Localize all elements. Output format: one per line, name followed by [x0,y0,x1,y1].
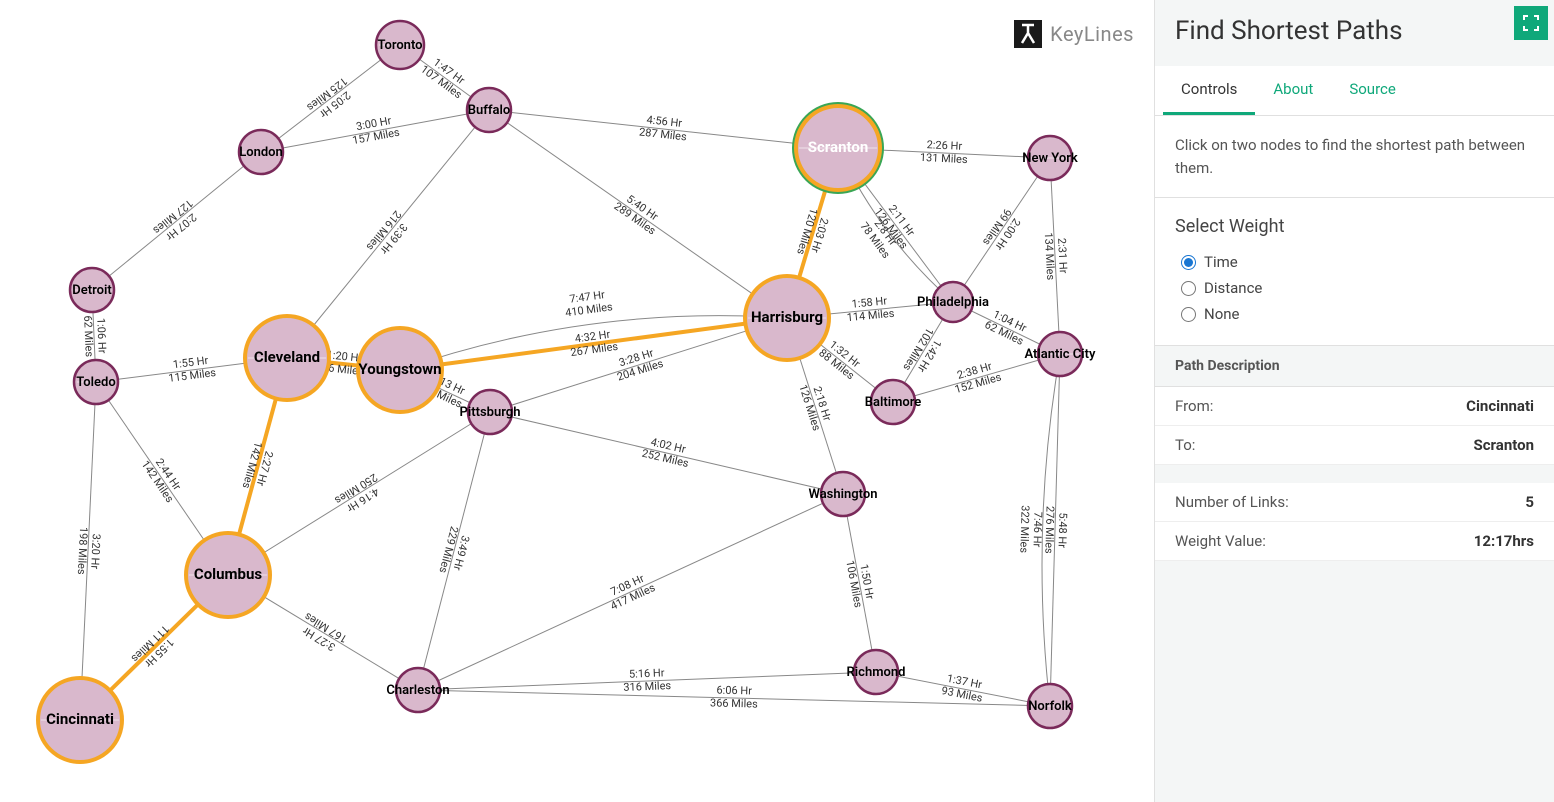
weight-option-distance[interactable]: Distance [1175,275,1534,301]
pd-key: Weight Value: [1175,532,1266,550]
node-london[interactable]: London [239,130,283,174]
weight-option-none[interactable]: None [1175,301,1534,327]
node-label: Harrisburg [751,308,823,326]
path-desc-row: Weight Value: 12:17hrs [1155,522,1554,561]
fullscreen-button[interactable] [1514,6,1548,40]
node-label: Buffalo [468,103,510,118]
node-label: Cleveland [254,348,320,366]
pd-key: To: [1175,436,1195,454]
path-desc-row: From: Cincinnati [1155,387,1554,426]
node-label: London [239,145,283,160]
node-label: Scranton [808,138,869,156]
edge-dist-label: 322 Miles [1017,505,1031,553]
brand-text: KeyLines [1050,22,1134,46]
tabs: ControlsAboutSource [1155,66,1554,116]
weight-radio-time[interactable] [1181,255,1196,270]
node-label: New York [1022,151,1078,166]
node-label: Baltimore [865,395,922,410]
instructions-text: Click on two nodes to find the shortest … [1175,134,1534,179]
pd-value: Scranton [1474,436,1535,454]
graph-canvas-area[interactable]: 1:47 Hr107 Miles2:05 Hr125 Miles3:00 Hr1… [0,0,1154,802]
node-label: Atlantic City [1024,347,1096,362]
node-washington[interactable]: Washington [809,472,878,516]
node-buffalo[interactable]: Buffalo [467,88,511,132]
weight-label-none: None [1204,305,1240,323]
node-label: Richmond [847,665,906,680]
node-youngstown[interactable]: Youngstown [358,328,442,412]
node-label: Detroit [72,283,112,298]
weight-label-distance: Distance [1204,279,1262,297]
pd-value: 5 [1525,493,1534,511]
pd-value: 12:17hrs [1474,532,1534,550]
edge-time-label: 6:06 Hr [716,684,752,698]
tab-about[interactable]: About [1255,66,1331,115]
node-label: Norfolk [1028,699,1072,714]
weight-panel: Select Weight Time Distance None [1155,198,1554,346]
node-toledo[interactable]: Toledo [74,360,118,404]
weight-radio-distance[interactable] [1181,281,1196,296]
node-label: Pittsburgh [460,405,521,420]
edge-time-label: 7:46 Hr [1030,512,1044,548]
edge-time-label: 5:48 Hr [1055,512,1069,548]
node-cleveland[interactable]: Cleveland [245,316,329,400]
node-label: Columbus [194,565,262,583]
edge-dist-label: 62 Miles [81,315,96,357]
node-pittsburgh[interactable]: Pittsburgh [460,390,521,434]
node-label: Toronto [377,38,422,53]
node-detroit[interactable]: Detroit [70,268,114,312]
sidebar-panel: Find Shortest Paths ControlsAboutSource … [1154,0,1554,802]
tab-source[interactable]: Source [1331,66,1413,115]
sidebar-title: Find Shortest Paths [1155,8,1554,66]
node-charleston[interactable]: Charleston [386,668,449,712]
weight-radio-none[interactable] [1181,307,1196,322]
brand-badge: KeyLines [1014,20,1134,48]
path-desc-row: Number of Links: 5 [1155,483,1554,522]
path-desc-table: From: Cincinnati To: Scranton Number of Link… [1155,387,1554,561]
weight-option-time[interactable]: Time [1175,249,1534,275]
keylines-logo-icon [1014,20,1042,48]
node-label: Cincinnati [46,710,114,728]
node-harrisburg[interactable]: Harrisburg [745,276,829,360]
node-philadelphia[interactable]: Philadelphia [917,282,989,322]
node-label: Washington [809,487,878,502]
weight-title: Select Weight [1175,216,1534,237]
node-label: Charleston [386,683,449,698]
edge-dist-label: 316 Miles [623,679,672,694]
node-scranton[interactable]: Scranton [792,102,884,194]
node-label: Philadelphia [917,295,989,310]
node-columbus[interactable]: Columbus [186,533,270,617]
node-toronto[interactable]: Toronto [376,21,424,69]
network-graph[interactable]: 1:47 Hr107 Miles2:05 Hr125 Miles3:00 Hr1… [0,0,1154,802]
pd-key: Number of Links: [1175,493,1289,511]
node-atlanticcity[interactable]: Atlantic City [1024,332,1096,376]
node-norfolk[interactable]: Norfolk [1028,684,1072,728]
edge-dist-label: 198 Miles [75,527,90,576]
path-desc-row: To: Scranton [1155,426,1554,465]
edge-dist-label: 131 Miles [920,151,969,166]
node-newyork[interactable]: New York [1022,136,1078,180]
pd-key: From: [1175,397,1213,415]
weight-label-time: Time [1204,253,1238,271]
instructions-panel: Click on two nodes to find the shortest … [1155,116,1554,198]
edge-dist-label: 366 Miles [710,696,758,710]
node-richmond[interactable]: Richmond [847,650,906,694]
tab-controls[interactable]: Controls [1163,66,1255,115]
node-label: Youngstown [358,360,441,378]
pd-value: Cincinnati [1466,397,1534,415]
node-label: Toledo [76,375,115,390]
edge-dist-label: 134 Miles [1042,232,1057,281]
path-desc-title: Path Description [1155,346,1554,387]
node-cincinnati[interactable]: Cincinnati [38,678,122,762]
